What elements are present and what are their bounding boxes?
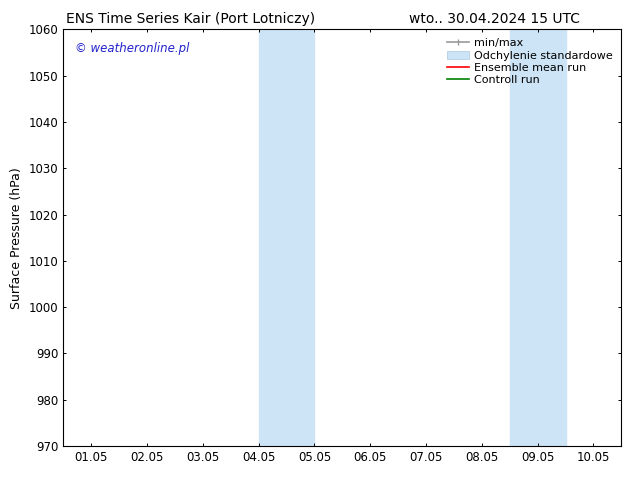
Bar (510, 29, 566, 446)
Text: ENS Time Series Kair (Port Lotniczy): ENS Time Series Kair (Port Lotniczy) (66, 12, 314, 26)
Y-axis label: Surface Pressure (hPa): Surface Pressure (hPa) (10, 167, 23, 309)
Text: wto.. 30.04.2024 15 UTC: wto.. 30.04.2024 15 UTC (409, 12, 580, 26)
Bar (259, 29, 314, 446)
Legend: min/max, Odchylenie standardowe, Ensemble mean run, Controll run: min/max, Odchylenie standardowe, Ensembl… (444, 35, 616, 88)
Text: © weatheronline.pl: © weatheronline.pl (75, 42, 189, 55)
